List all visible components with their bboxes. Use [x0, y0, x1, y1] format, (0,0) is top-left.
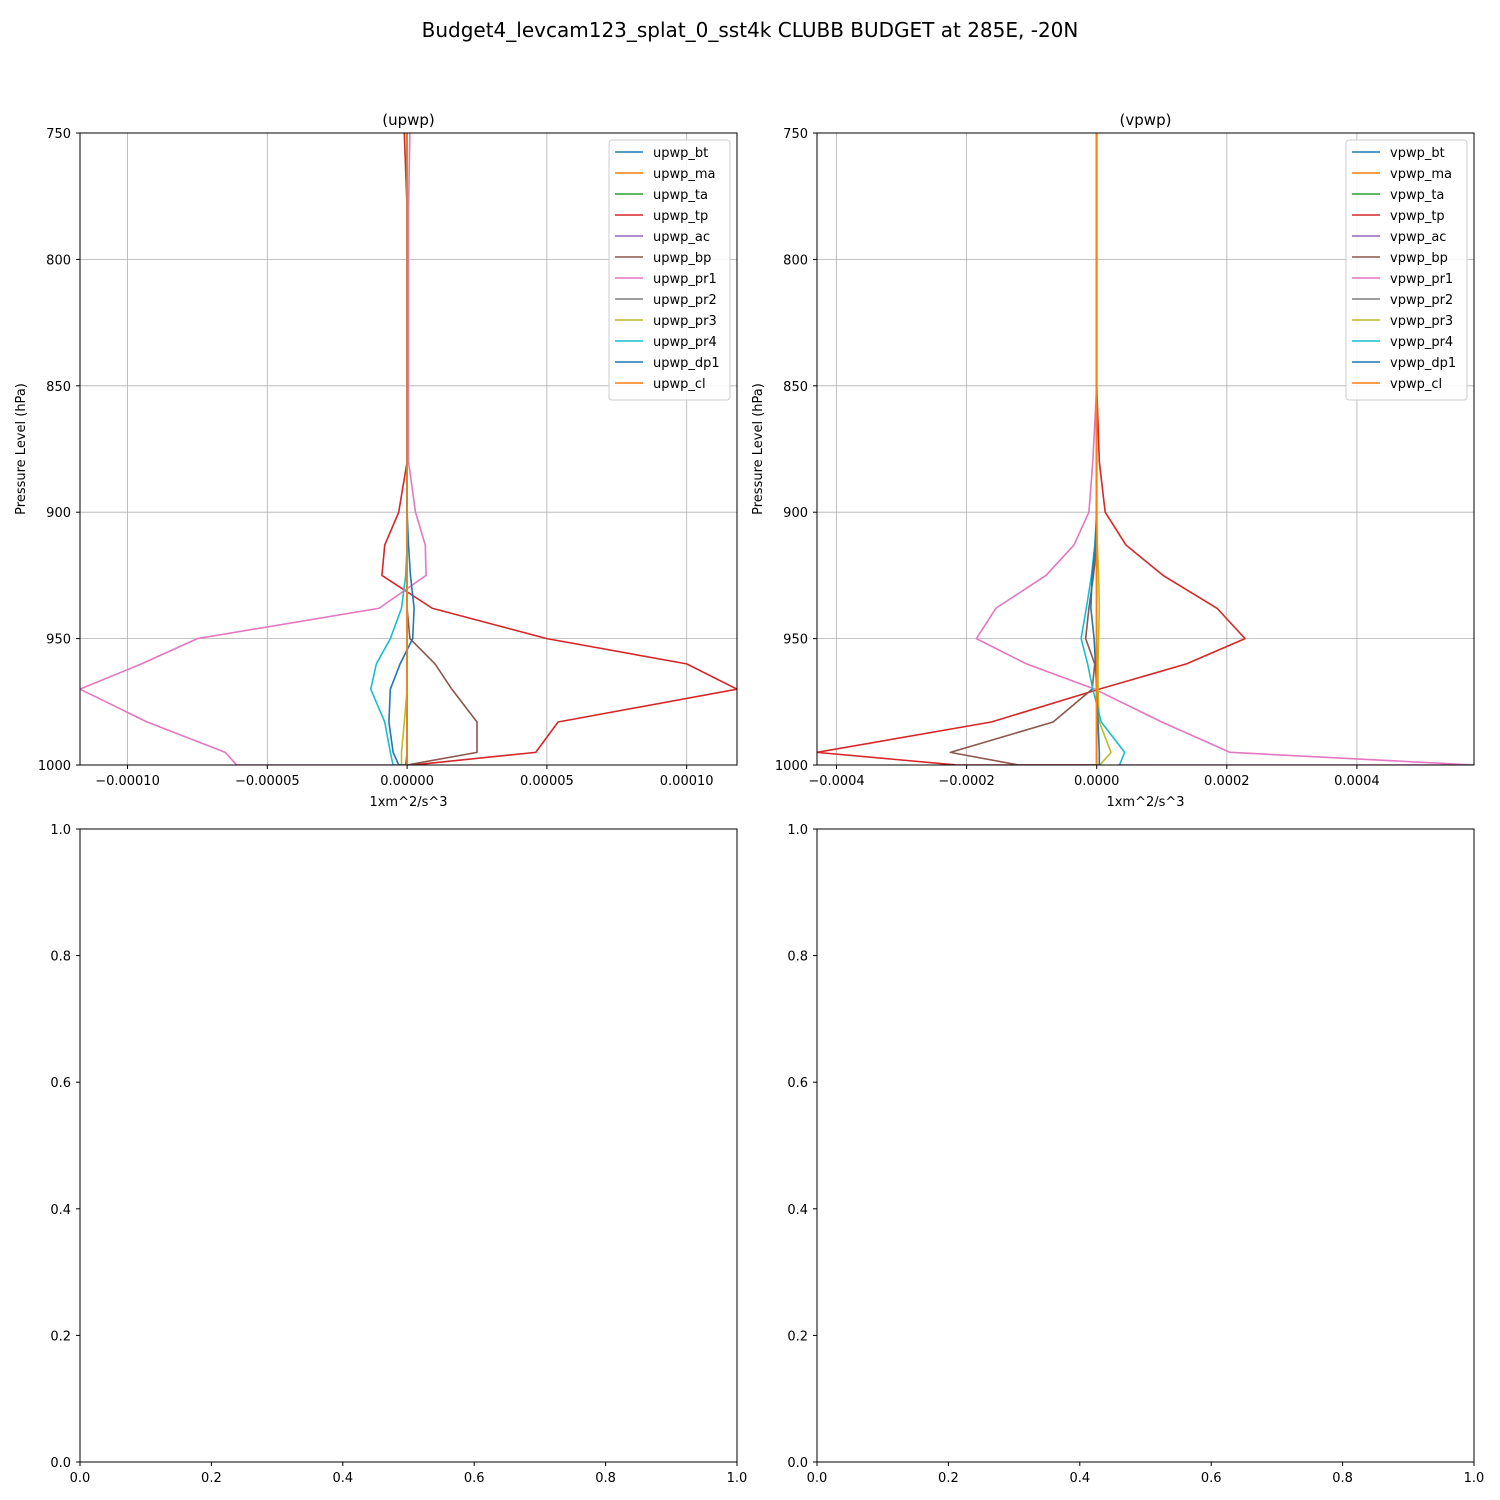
series-line-vpwp_pr4: [1080, 133, 1126, 765]
legend-entry: vpwp_dp1: [1390, 356, 1456, 371]
x-tick-label: 1.0: [727, 1471, 748, 1486]
x-axis-label: 1xm^2/s^3: [1106, 795, 1184, 810]
x-tick-label: 0.6: [1201, 1471, 1222, 1486]
y-tick-label: 0.8: [787, 950, 808, 965]
series-line-upwp_pr3: [400, 133, 408, 765]
legend-entry: vpwp_bp: [1390, 251, 1448, 266]
legend-entry: vpwp_ta: [1390, 188, 1444, 203]
panel-title: (upwp): [382, 111, 435, 129]
x-tick-label: 0.00005: [520, 774, 574, 789]
x-tick-label: −0.0002: [938, 774, 994, 789]
x-tick-label: 0.2: [201, 1471, 222, 1486]
y-tick-label: 800: [46, 253, 71, 268]
legend-box: [608, 139, 731, 401]
y-tick-label: 1000: [775, 759, 808, 774]
y-tick-label: 0.0: [50, 1456, 71, 1471]
x-axis-label: 1xm^2/s^3: [369, 795, 447, 810]
y-tick-label: 950: [783, 633, 808, 648]
y-tick-label: 1.0: [787, 823, 808, 838]
series-line-upwp_pr1: [80, 133, 427, 765]
legend-entry: vpwp_bt: [1390, 146, 1445, 161]
y-tick-label: 0.6: [50, 1076, 71, 1091]
legend: vpwp_bt vpwp_ma vpwp_ta vpwp_tp vpwp_ac vpwp_…: [1345, 139, 1468, 401]
y-tick-label: 800: [783, 253, 808, 268]
panel-empty-bottom-right: 0.0 0.2 0.4 0.6 0.8 1.0 0.0 0.2 0.4 0.6 0.8 1.0: [787, 823, 1484, 1486]
x-tick-label: −0.00005: [235, 774, 300, 789]
x-tick-label: 0.8: [595, 1471, 616, 1486]
legend-entry: vpwp_pr2: [1390, 293, 1453, 308]
legend-entry: upwp_ac: [653, 230, 710, 245]
y-tick-label: 0.6: [787, 1076, 808, 1091]
x-tick-label: 0.8: [1332, 1471, 1353, 1486]
y-tick-label: 1000: [38, 759, 71, 774]
legend-entry: upwp_bt: [653, 146, 708, 161]
y-tick-label: 900: [46, 506, 71, 521]
legend-entry: upwp_pr4: [653, 335, 717, 350]
legend-entry: vpwp_pr4: [1390, 335, 1453, 350]
axes-frame: [816, 132, 1475, 766]
y-tick-label: 0.2: [50, 1329, 71, 1344]
x-tick-label: 0.0: [807, 1471, 828, 1486]
legend-entry: vpwp_pr1: [1390, 272, 1453, 287]
panel-upwp: −0.00010 −0.00005 0.00000 0.00005 0.00010 750…: [14, 111, 738, 810]
x-tick-label: 0.0000: [1074, 774, 1120, 789]
legend-entry: upwp_tp: [653, 209, 708, 224]
y-tick-label: 0.4: [787, 1203, 808, 1218]
legend-box: [1345, 139, 1468, 401]
y-tick-label: 0.4: [50, 1203, 71, 1218]
panel-vpwp: −0.0004 −0.0002 0.0000 0.0002 0.0004 750 800 85…: [751, 111, 1475, 810]
legend-entry: vpwp_ac: [1390, 230, 1446, 245]
legend-entry: upwp_dp1: [653, 356, 720, 371]
y-tick-label: 850: [783, 380, 808, 395]
y-tick-label: 1.0: [50, 823, 71, 838]
legend-entry: upwp_pr3: [653, 314, 717, 329]
y-tick-label: 0.0: [787, 1456, 808, 1471]
axes-frame: [816, 828, 1475, 1463]
series-line-vpwp_tp: [817, 133, 1246, 765]
x-tick-label: −0.0004: [808, 774, 864, 789]
y-tick-label: 950: [46, 633, 71, 648]
panel-empty-bottom-left: 0.0 0.2 0.4 0.6 0.8 1.0 0.0 0.2 0.4 0.6 0.8 1.0: [50, 823, 747, 1486]
legend-entry: upwp_ta: [653, 188, 708, 203]
legend-entry: upwp_ma: [653, 167, 716, 182]
x-tick-label: −0.00010: [95, 774, 160, 789]
legend-entry: upwp_bp: [653, 251, 711, 266]
legend-entry: vpwp_tp: [1390, 209, 1445, 224]
axes-frame: [79, 828, 738, 1463]
series-line-upwp_dp1: [388, 133, 415, 765]
y-tick-label: 850: [46, 380, 71, 395]
series-line-upwp_bp: [406, 133, 478, 765]
x-tick-label: 0.4: [1069, 1471, 1090, 1486]
series-line-vpwp_bp: [949, 133, 1098, 765]
x-tick-label: 0.00010: [660, 774, 714, 789]
x-tick-label: 1.0: [1464, 1471, 1485, 1486]
x-tick-label: 0.0004: [1334, 774, 1380, 789]
figure-title: Budget4_levcam123_splat_0_sst4k CLUBB BU…: [422, 18, 1079, 42]
axes-frame: [79, 132, 738, 766]
x-tick-label: 0.0: [70, 1471, 91, 1486]
legend: upwp_bt upwp_ma upwp_ta upwp_tp upwp_ac upwp_…: [608, 139, 731, 401]
y-tick-label: 750: [783, 127, 808, 142]
x-tick-label: 0.6: [464, 1471, 485, 1486]
x-tick-label: 0.4: [332, 1471, 353, 1486]
legend-entry: vpwp_cl: [1390, 377, 1442, 392]
y-axis-label: Pressure Level (hPa): [751, 383, 766, 515]
legend-entry: vpwp_ma: [1390, 167, 1452, 182]
series-line-upwp_pr4: [369, 133, 408, 765]
y-axis-label: Pressure Level (hPa): [14, 383, 29, 515]
legend-entry: vpwp_pr3: [1390, 314, 1453, 329]
y-tick-label: 900: [783, 506, 808, 521]
x-tick-label: 0.00000: [380, 774, 434, 789]
legend-entry: upwp_cl: [653, 377, 706, 392]
y-tick-label: 750: [46, 127, 71, 142]
legend-entry: upwp_pr2: [653, 293, 717, 308]
x-tick-label: 0.2: [938, 1471, 959, 1486]
y-tick-label: 0.8: [50, 950, 71, 965]
x-tick-label: 0.0002: [1204, 774, 1250, 789]
panel-title: (vpwp): [1120, 111, 1172, 129]
legend-entry: upwp_pr1: [653, 272, 717, 287]
y-tick-label: 0.2: [787, 1329, 808, 1344]
